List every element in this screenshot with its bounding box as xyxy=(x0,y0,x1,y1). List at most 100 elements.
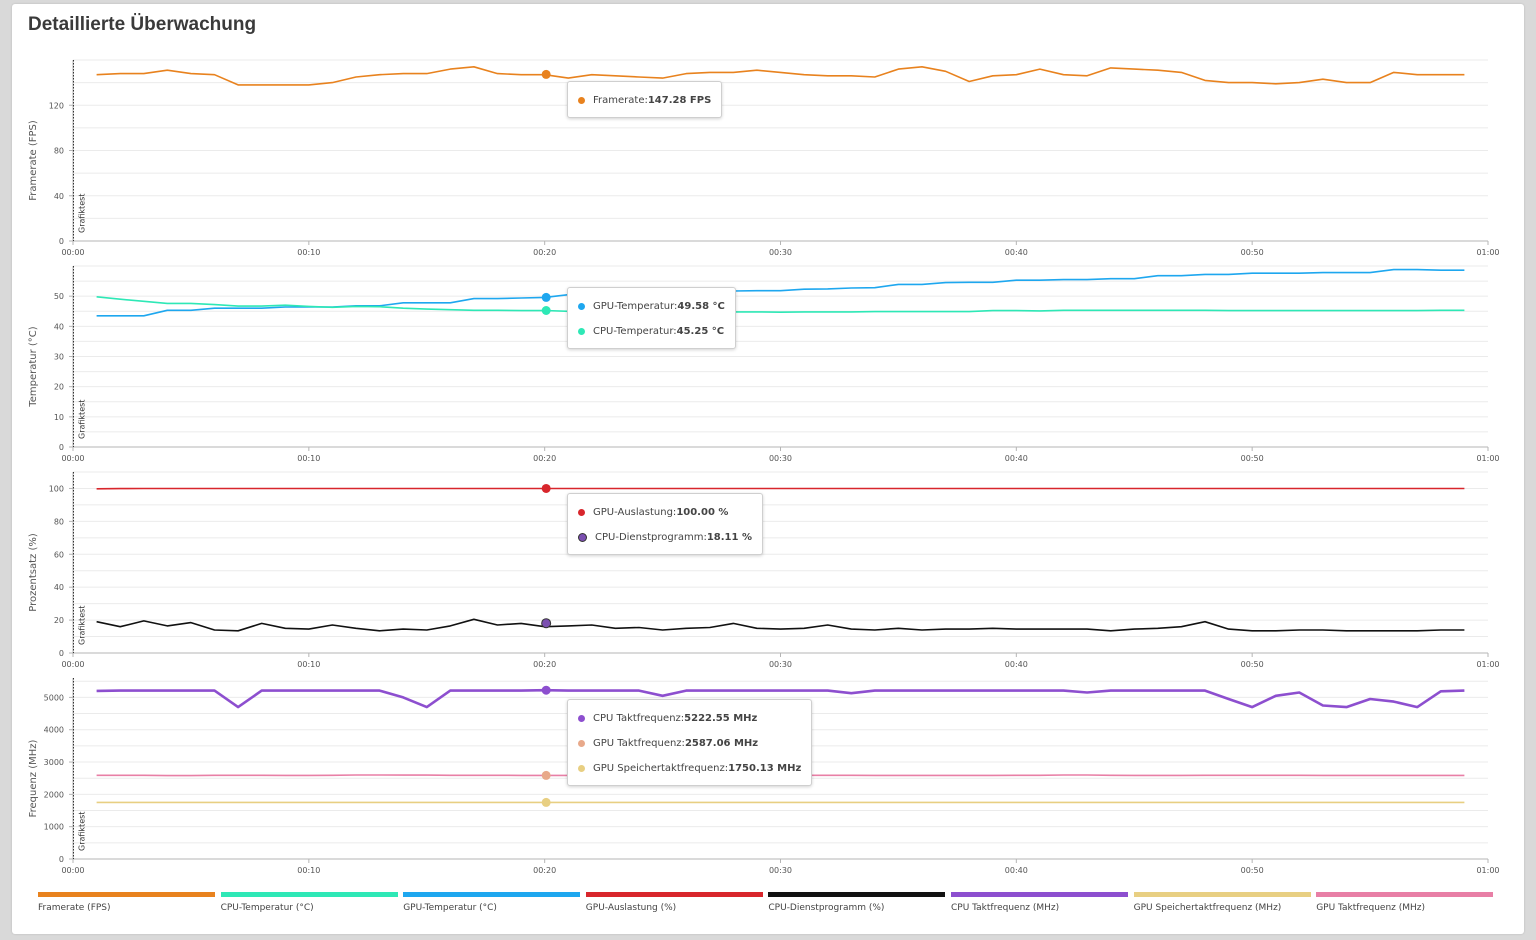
hover-tooltip-1: Framerate: 147.28 FPS xyxy=(567,81,723,118)
legend-color-bar xyxy=(1316,892,1494,897)
tooltip-label: Framerate: xyxy=(593,95,648,106)
y-tick-label: 60 xyxy=(54,550,64,559)
y-axis-label: Frequenz (MHz) xyxy=(28,739,39,817)
tooltip-dot-icon xyxy=(578,765,585,772)
chart-panel-1[interactable]: 00:00 00:10 00:20 00:30 00:40 00:50 01:00 0 40 80… xyxy=(28,59,1500,257)
x-tick-label: 00:30 xyxy=(769,866,792,875)
tooltip-row: Framerate: 147.28 FPS xyxy=(578,88,711,113)
hover-point xyxy=(541,69,551,79)
legend-item[interactable]: CPU Taktfrequenz (MHz) xyxy=(951,892,1128,913)
test-marker-label: Grafiktest xyxy=(78,606,87,645)
legend-color-bar xyxy=(585,892,763,897)
legend-label: Framerate (FPS) xyxy=(38,903,111,913)
legend-color-bar xyxy=(768,892,946,897)
hover-tooltip-3: GPU-Auslastung: 100.00 % CPU-Dienstprogra… xyxy=(567,493,763,555)
tooltip-label: CPU-Dienstprogramm: xyxy=(595,532,707,543)
hover-tooltip-4: CPU Taktfrequenz: 5222.55 MHz GPU Taktfre… xyxy=(567,699,813,786)
y-tick-label: 120 xyxy=(49,101,64,110)
legend-item[interactable]: Framerate (FPS) xyxy=(38,892,215,913)
y-axis-label: Prozentsatz (%) xyxy=(28,533,39,612)
legend-item[interactable]: GPU Speichertaktfrequenz (MHz) xyxy=(1133,892,1311,913)
tooltip-value: 45.25 °C xyxy=(676,326,725,337)
x-tick-label: 01:00 xyxy=(1476,866,1499,875)
x-tick-label: 01:00 xyxy=(1476,454,1499,463)
x-tick-label: 01:00 xyxy=(1476,248,1499,257)
x-tick-label: 00:00 xyxy=(61,866,84,875)
y-tick-label: 80 xyxy=(54,517,64,526)
x-tick-label: 00:40 xyxy=(1005,454,1028,463)
legend-item[interactable]: GPU Taktfrequenz (MHz) xyxy=(1316,892,1494,913)
hover-point xyxy=(541,797,551,807)
y-tick-label: 5000 xyxy=(44,693,64,702)
legend-label: GPU Taktfrequenz (MHz) xyxy=(1316,903,1426,913)
tooltip-value: 147.28 FPS xyxy=(647,95,712,106)
x-tick-label: 00:20 xyxy=(533,866,556,875)
test-marker-label: Grafiktest xyxy=(78,194,87,233)
legend-label: CPU Taktfrequenz (MHz) xyxy=(951,903,1060,913)
tooltip-row: GPU Speichertaktfrequenz: 1750.13 MHz xyxy=(578,756,801,781)
x-tick-label: 00:10 xyxy=(297,248,320,257)
tooltip-label: GPU-Auslastung: xyxy=(593,507,677,518)
x-tick-label: 00:00 xyxy=(61,454,84,463)
tooltip-label: GPU Taktfrequenz: xyxy=(593,738,685,749)
y-tick-label: 0 xyxy=(59,237,64,246)
legend-color-bar xyxy=(220,892,398,897)
x-tick-label: 00:30 xyxy=(769,248,792,257)
legend-item[interactable]: CPU-Temperatur (°C) xyxy=(220,892,398,913)
tooltip-value: 1750.13 MHz xyxy=(728,763,802,774)
test-marker-label: Grafiktest xyxy=(78,812,87,851)
tooltip-row: CPU Taktfrequenz: 5222.55 MHz xyxy=(578,706,801,731)
x-tick-label: 00:20 xyxy=(533,454,556,463)
series-line-2-2 xyxy=(96,296,1465,314)
legend-color-bar xyxy=(951,892,1128,897)
x-tick-label: 00:20 xyxy=(533,248,556,257)
tooltip-value: 49.58 °C xyxy=(677,301,725,312)
page-title: Detaillierte Überwachung xyxy=(28,14,257,35)
legend-label: CPU-Dienstprogramm (%) xyxy=(768,903,885,913)
y-axis-label: Temperatur (°C) xyxy=(28,326,39,407)
y-tick-label: 1000 xyxy=(44,823,64,832)
tooltip-dot-icon xyxy=(578,740,585,747)
tooltip-dot-icon xyxy=(578,328,585,335)
legend-item[interactable]: CPU-Dienstprogramm (%) xyxy=(768,892,946,913)
legend-label: CPU-Temperatur (°C) xyxy=(220,903,314,913)
tooltip-value: 100.00 % xyxy=(676,507,729,518)
hover-tooltip-2: GPU-Temperatur: 49.58 °C CPU-Temperatur: … xyxy=(567,287,736,349)
tooltip-label: CPU-Temperatur: xyxy=(593,326,677,337)
legend-color-bar xyxy=(403,892,581,897)
y-tick-label: 0 xyxy=(59,443,64,452)
y-tick-label: 40 xyxy=(54,583,64,592)
tooltip-dot-icon xyxy=(578,303,585,310)
x-tick-label: 00:40 xyxy=(1005,660,1028,669)
x-tick-label: 01:00 xyxy=(1476,660,1499,669)
chart-panel-3[interactable]: 00:00 00:10 00:20 00:30 00:40 00:50 01:00 0 20 40… xyxy=(28,471,1500,669)
y-tick-label: 4000 xyxy=(44,726,64,735)
test-marker-label: Grafiktest xyxy=(78,400,87,439)
tooltip-dot-icon xyxy=(578,533,587,542)
tooltip-row: CPU-Temperatur: 45.25 °C xyxy=(578,319,725,344)
tooltip-dot-icon xyxy=(578,509,585,516)
tooltip-row: CPU-Dienstprogramm: 18.11 % xyxy=(578,525,752,550)
series-line-2-1 xyxy=(96,268,1465,317)
tooltip-row: GPU-Temperatur: 49.58 °C xyxy=(578,294,725,319)
tooltip-value: 2587.06 MHz xyxy=(684,738,759,749)
y-tick-label: 20 xyxy=(54,616,64,625)
chart-panel-2[interactable]: 00:00 00:10 00:20 00:30 00:40 00:50 01:00 0 10 20… xyxy=(28,265,1500,463)
legend-item[interactable]: GPU-Temperatur (°C) xyxy=(403,892,581,913)
y-tick-label: 30 xyxy=(54,353,64,362)
x-tick-label: 00:10 xyxy=(297,660,320,669)
y-tick-label: 50 xyxy=(54,292,64,301)
tooltip-value: 18.11 % xyxy=(706,532,752,543)
legend-color-bar xyxy=(38,892,215,897)
hover-point xyxy=(541,685,551,695)
series-line-1-1 xyxy=(96,66,1465,86)
y-tick-label: 0 xyxy=(59,649,64,658)
tooltip-dot-icon xyxy=(578,97,585,104)
legend-label: GPU-Auslastung (%) xyxy=(585,903,677,913)
y-axis-label: Framerate (FPS) xyxy=(28,120,39,201)
y-tick-label: 3000 xyxy=(44,758,64,767)
x-tick-label: 00:40 xyxy=(1005,866,1028,875)
legend-item[interactable]: GPU-Auslastung (%) xyxy=(585,892,763,913)
y-tick-label: 40 xyxy=(54,192,64,201)
x-tick-label: 00:30 xyxy=(769,660,792,669)
